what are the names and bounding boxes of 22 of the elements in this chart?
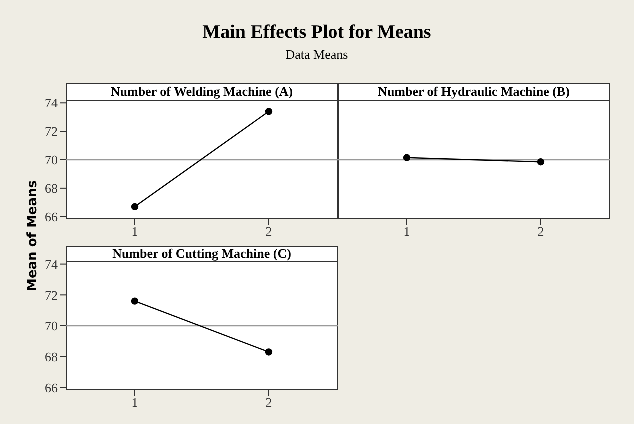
y-tick-label: 70 — [45, 152, 58, 168]
y-tick-label: 72 — [45, 124, 58, 140]
y-axis-title: Mean of Means — [26, 180, 40, 292]
x-tick-label: 2 — [266, 224, 272, 240]
chart-title: Number of Hydraulic Machine (B) — [378, 84, 570, 99]
y-tick-label: 66 — [45, 380, 58, 396]
y-tick-label: 72 — [45, 288, 58, 303]
y-tick-label: 66 — [45, 209, 58, 224]
y-tick-label: 68 — [45, 349, 58, 364]
x-tick-label: 1 — [132, 224, 138, 240]
x-tick-label: 1 — [404, 224, 410, 240]
x-tick-label: 2 — [538, 224, 544, 240]
y-tick-label: 74 — [45, 96, 58, 111]
chart-title: Number of Welding Machine (A) — [110, 84, 294, 99]
y-tick-label: 68 — [45, 181, 58, 196]
x-tick-label: 2 — [266, 395, 272, 410]
text: Main Effects Plot for Means — [202, 22, 432, 43]
text: Data Means — [286, 47, 348, 62]
chart-title: Number of Cutting Machine (C) — [112, 246, 292, 261]
x-tick-label: 1 — [132, 395, 138, 410]
y-tick-label: 74 — [45, 256, 58, 272]
y-tick-label: 70 — [45, 318, 58, 334]
